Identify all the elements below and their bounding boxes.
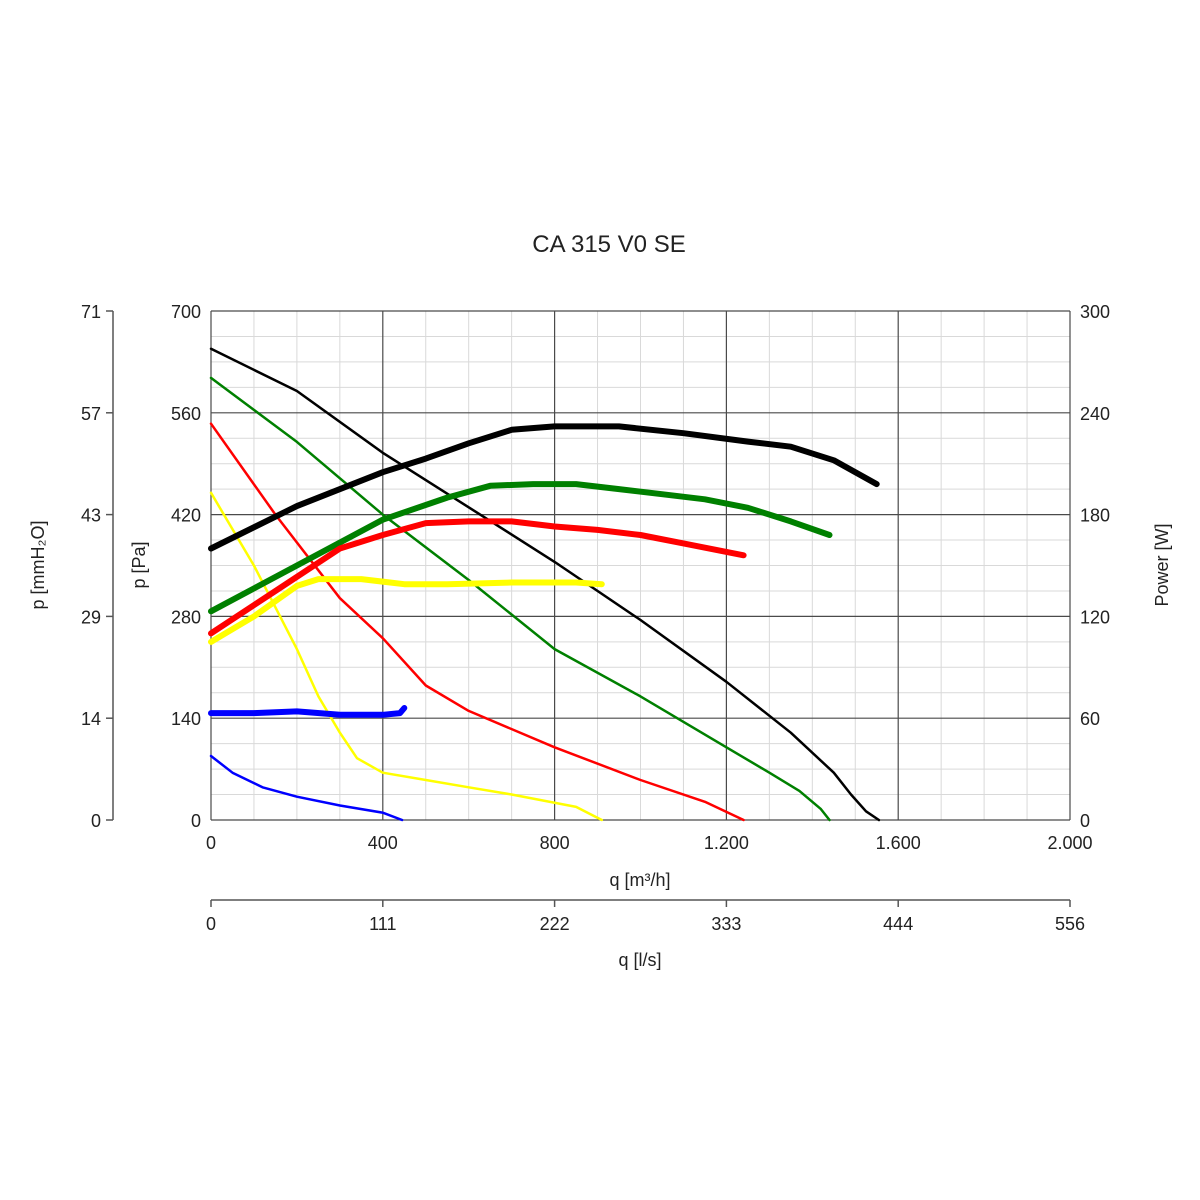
- pressure-curve-4: [209, 754, 404, 822]
- y-right-tick-label: 0: [1080, 811, 1090, 831]
- y-tick-label: 700: [171, 302, 201, 322]
- x-tick-label: 400: [368, 833, 398, 853]
- y-left2-tick-label: 57: [81, 404, 101, 424]
- y-tick-label: 560: [171, 404, 201, 424]
- x2-tick-label: 111: [369, 914, 396, 934]
- y-tick-label: 140: [171, 709, 201, 729]
- power-curve-9: [208, 705, 408, 718]
- y-left2-tick-label: 0: [91, 811, 101, 831]
- y-tick-label: 0: [191, 811, 201, 831]
- x-axis-label: q [m³/h]: [609, 870, 670, 890]
- y-right-axis-label: Power [W]: [1152, 523, 1172, 606]
- y-right-tick-label: 180: [1080, 506, 1110, 526]
- power-curve-7: [208, 518, 747, 637]
- x-tick-label: 1.600: [876, 833, 921, 853]
- x2-tick-label: 0: [206, 914, 216, 934]
- y-axis-label: p [Pa]: [129, 541, 149, 588]
- x2-tick-label: 222: [540, 914, 570, 934]
- y-tick-label: 280: [171, 607, 201, 627]
- x2-axis-label: q [l/s]: [618, 950, 661, 970]
- y-left2-tick-label: 71: [81, 302, 101, 322]
- minor-grid: [211, 311, 1070, 820]
- y-left2-tick-label: 14: [81, 709, 101, 729]
- x2-tick-label: 444: [883, 914, 913, 934]
- power-curve-6: [208, 481, 833, 615]
- y-left2-axis-label: p [mmH₂O]: [28, 521, 48, 610]
- chart-title: CA 315 V0 SE: [532, 231, 685, 258]
- y-left2-tick-label: 29: [81, 607, 101, 627]
- series-layer: [208, 347, 881, 822]
- x-tick-label: 0: [206, 833, 216, 853]
- y-left2-tick-label: 43: [81, 506, 101, 526]
- power-curve-5: [208, 423, 880, 552]
- major-grid: [210, 310, 1071, 821]
- x2-tick-label: 333: [711, 914, 741, 934]
- axes-layer: [106, 310, 1071, 907]
- pressure-curve-1: [209, 376, 831, 822]
- y-right-tick-label: 300: [1080, 302, 1110, 322]
- pressure-curve-2: [209, 422, 745, 822]
- y-right-tick-label: 240: [1080, 404, 1110, 424]
- pressure-curve-3: [209, 491, 604, 822]
- x-tick-label: 1.200: [704, 833, 749, 853]
- power-curve-8: [208, 576, 605, 645]
- y-tick-label: 420: [171, 506, 201, 526]
- x-tick-label: 2.000: [1047, 833, 1092, 853]
- y-right-tick-label: 120: [1080, 607, 1110, 627]
- y-right-tick-label: 60: [1080, 709, 1100, 729]
- x2-tick-label: 556: [1055, 914, 1085, 934]
- pressure-curve-0: [209, 347, 881, 822]
- x-tick-label: 800: [540, 833, 570, 853]
